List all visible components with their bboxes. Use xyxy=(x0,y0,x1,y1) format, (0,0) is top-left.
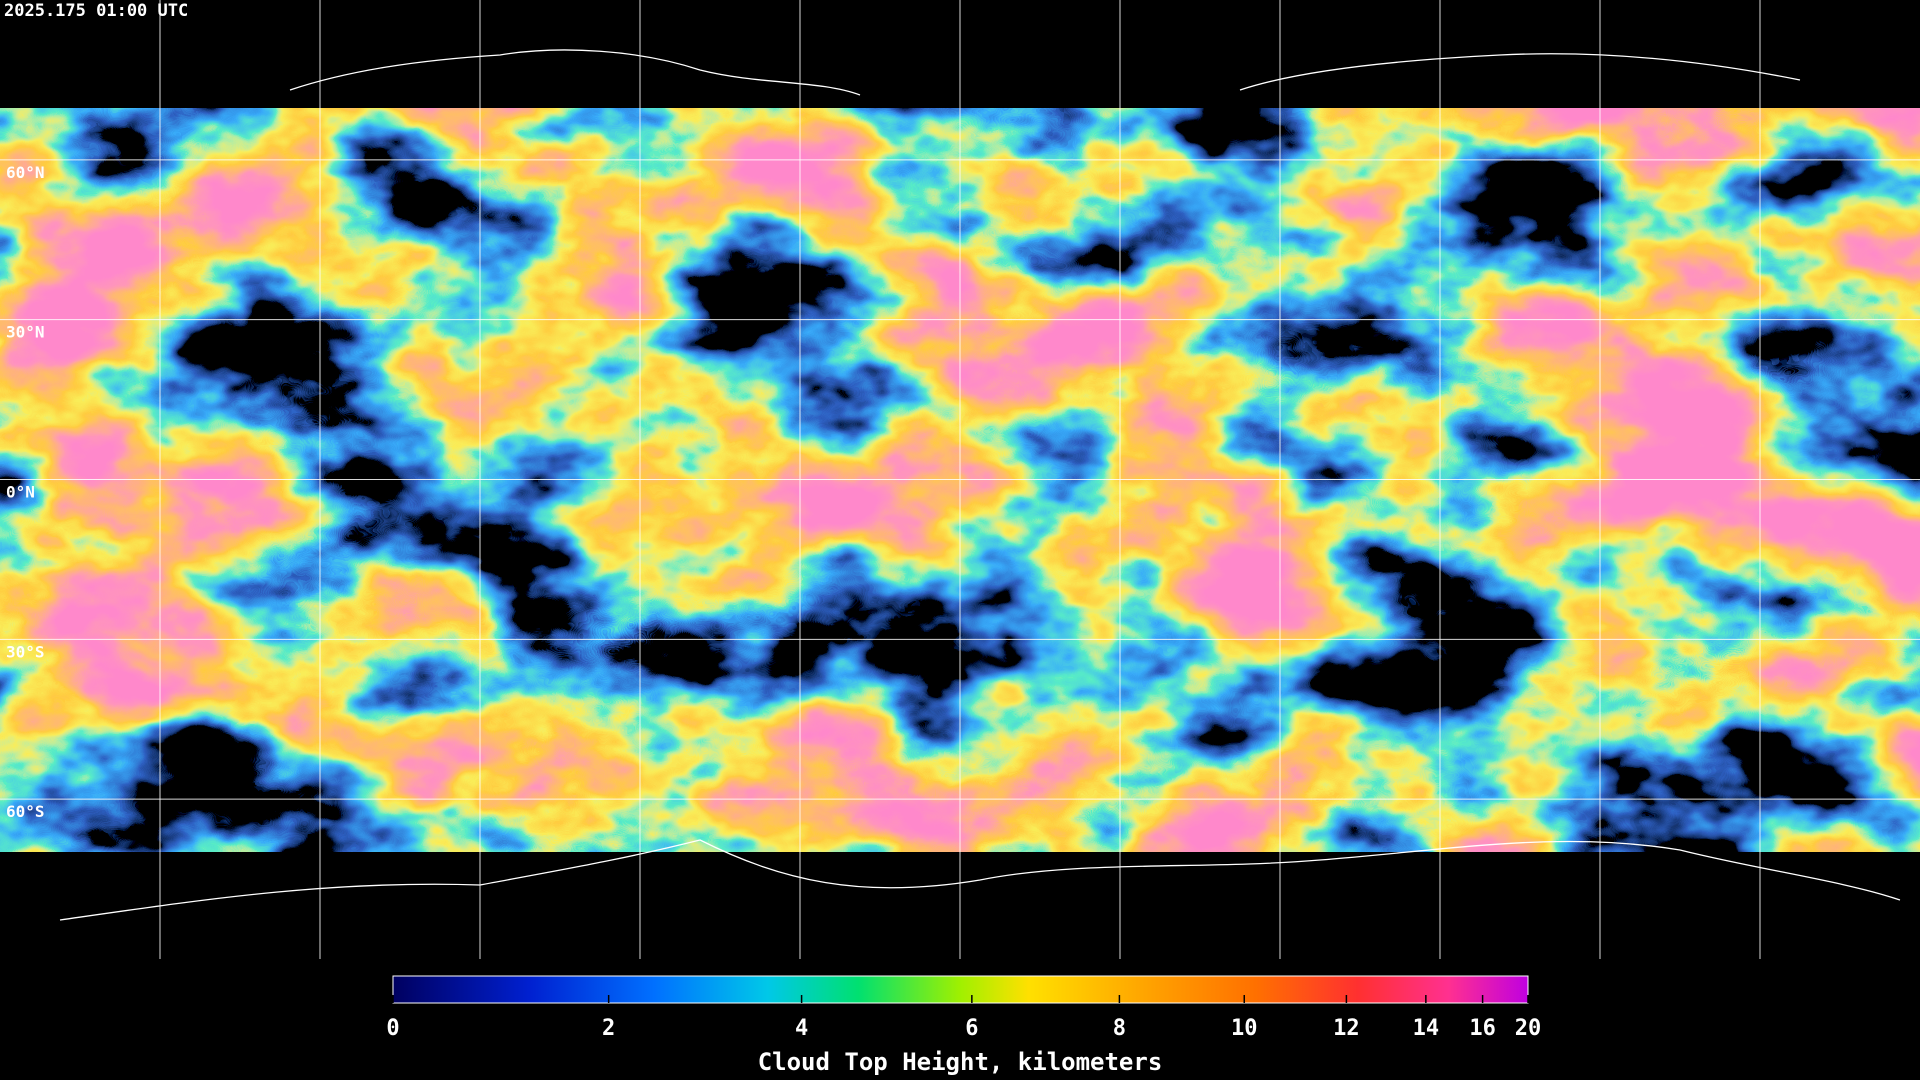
colorbar-tick-label: 16 xyxy=(1469,1016,1496,1041)
latitude-label: 0°N xyxy=(6,483,35,502)
colorbar-tick-label: 14 xyxy=(1413,1016,1440,1041)
colorbar xyxy=(392,975,1529,1004)
colorbar-tick-label: 0 xyxy=(386,1016,399,1041)
latitude-label: 60°S xyxy=(6,802,45,821)
colorbar-tick-label: 2 xyxy=(602,1016,615,1041)
timestamp: 2025.175 01:00 UTC xyxy=(4,1,188,21)
colorbar-tick-label: 10 xyxy=(1231,1016,1258,1041)
graticule xyxy=(0,0,1920,959)
colorbar-label: Cloud Top Height, kilometers xyxy=(758,1048,1163,1076)
colorbar-tick-label: 20 xyxy=(1515,1016,1542,1041)
colorbar-tick-label: 12 xyxy=(1333,1016,1360,1041)
colorbar-tick-label: 8 xyxy=(1113,1016,1126,1041)
latitude-label: 30°N xyxy=(6,323,45,342)
coastlines xyxy=(59,49,1901,921)
colorbar-tick-label: 6 xyxy=(965,1016,978,1041)
latitude-label: 60°N xyxy=(6,163,45,182)
latitude-label: 30°S xyxy=(6,642,45,661)
colorbar-tick-label: 4 xyxy=(795,1016,808,1041)
